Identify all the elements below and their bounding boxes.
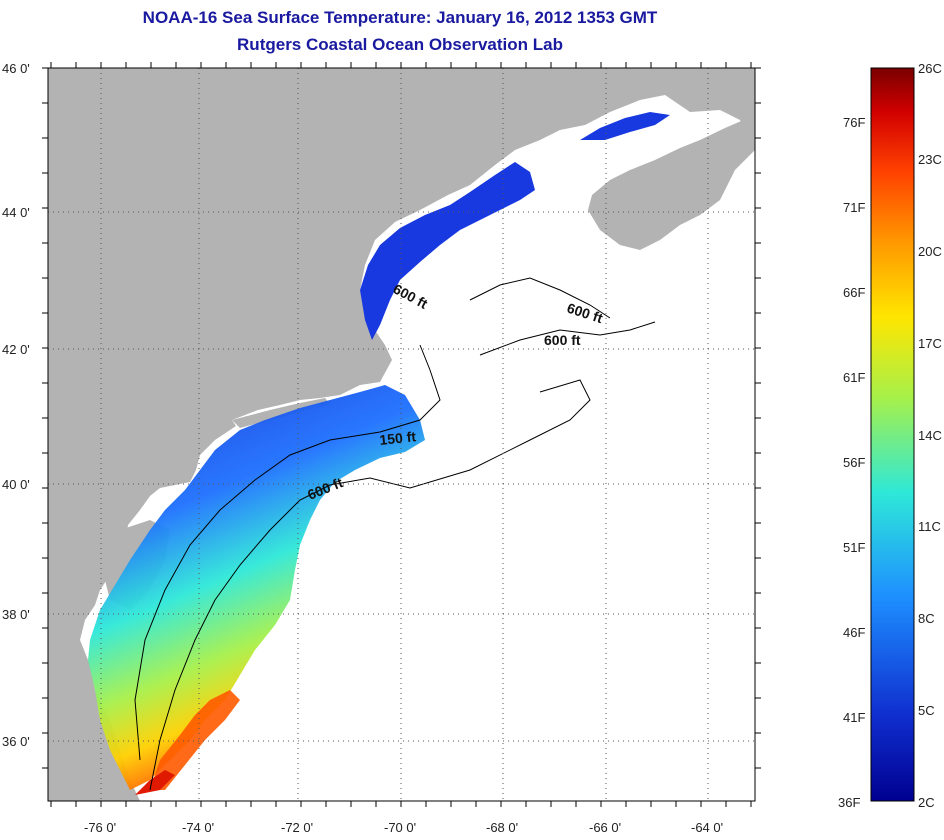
- colorbar: [870, 67, 915, 802]
- colorbar-label-celsius: 23C: [918, 152, 942, 167]
- contour-label: 150 ft: [379, 428, 417, 448]
- colorbar-label-fahrenheit: 46F: [843, 625, 866, 640]
- sst-swath: [88, 385, 425, 790]
- lat-label: 46 0': [2, 61, 30, 76]
- colorbar-label-celsius: 20C: [918, 244, 942, 259]
- colorbar-label-celsius: 17C: [918, 336, 942, 351]
- colorbar-label-fahrenheit: 66F: [843, 285, 866, 300]
- colorbar-label-fahrenheit: 51F: [843, 540, 866, 555]
- colorbar-label-fahrenheit: 36F: [838, 795, 861, 810]
- lat-label: 38 0': [2, 607, 30, 622]
- sst-gulf-of-maine: [360, 162, 535, 340]
- lat-label: 36 0': [2, 734, 30, 749]
- lon-label: -68 0': [486, 820, 518, 835]
- chart-title: NOAA-16 Sea Surface Temperature: January…: [142, 8, 658, 27]
- colorbar-label-fahrenheit: 41F: [843, 710, 866, 725]
- axis-ticks: [42, 62, 761, 807]
- lon-label: -74 0': [182, 820, 214, 835]
- colorbar-label-fahrenheit: 61F: [843, 370, 866, 385]
- land-nova-scotia: [588, 115, 755, 250]
- lat-label: 44 0': [2, 205, 30, 220]
- lon-label: -64 0': [691, 820, 723, 835]
- colorbar-label-fahrenheit: 76F: [843, 115, 866, 130]
- lat-label: 42 0': [2, 342, 30, 357]
- land-mainland: [48, 68, 755, 801]
- contour-label: 600 ft: [544, 332, 581, 348]
- contour-150ft: [134, 344, 441, 761]
- colorbar-label-celsius: 2C: [918, 795, 935, 810]
- graticule: [48, 68, 755, 801]
- lon-label: -66 0': [589, 820, 621, 835]
- lon-label: -70 0': [384, 820, 416, 835]
- contour-600ft-gom: [469, 277, 656, 356]
- land-long-island: [232, 398, 330, 428]
- colorbar-label-fahrenheit: 56F: [843, 455, 866, 470]
- colorbar-label-fahrenheit: 71F: [843, 200, 866, 215]
- sst-bay-of-fundy: [580, 112, 670, 140]
- lon-label: -72 0': [281, 820, 313, 835]
- colorbar-label-celsius: 8C: [918, 611, 935, 626]
- contour-600ft-shelf: [149, 379, 591, 791]
- sst-gulf-stream: [150, 690, 240, 790]
- chart-subtitle: Rutgers Coastal Ocean Observation Lab: [237, 35, 563, 54]
- colorbar-label-celsius: 11C: [918, 519, 941, 534]
- colorbar-label-celsius: 26C: [918, 61, 942, 76]
- colorbar-label-celsius: 14C: [918, 428, 942, 443]
- lon-label: -76 0': [84, 820, 116, 835]
- colorbar-label-celsius: 5C: [918, 703, 935, 718]
- sst-warm-core: [135, 770, 175, 795]
- lat-label: 40 0': [2, 477, 30, 492]
